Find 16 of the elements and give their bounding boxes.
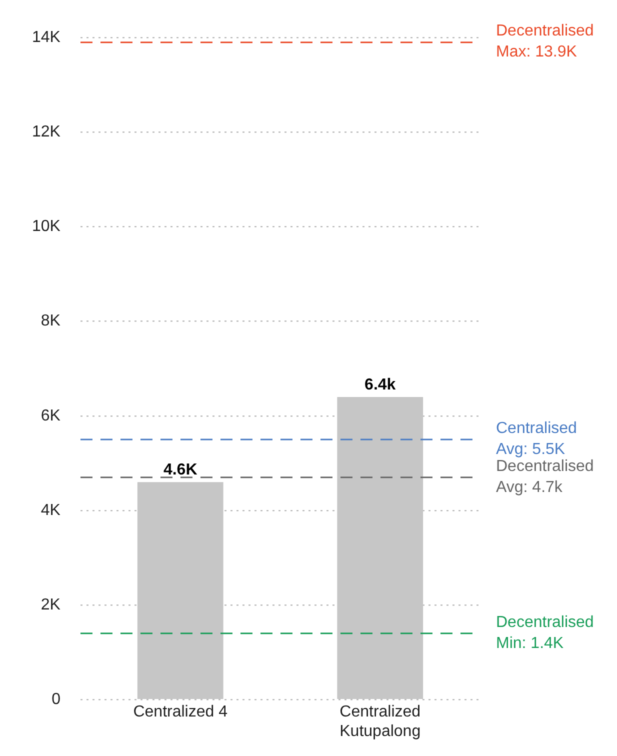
x-tick-label: Centralized Kutupalong bbox=[340, 704, 421, 740]
ref-line-label: Decentralised Min: 1.4K bbox=[496, 614, 594, 652]
ref-line-label: Decentralised Max: 13.9K bbox=[496, 22, 594, 61]
ref-line-label: Decentralised Avg: 4.7k bbox=[496, 458, 594, 496]
x-tick-label: Centralized 4 bbox=[133, 704, 228, 721]
data-label: 4.6K bbox=[163, 461, 198, 478]
y-tick-label: 0 bbox=[52, 691, 61, 708]
y-tick-label: 6K bbox=[40, 407, 61, 424]
y-tick-label: 12K bbox=[32, 124, 61, 141]
y-tick-label: 4K bbox=[40, 502, 61, 519]
y-tick-label: 10K bbox=[32, 218, 61, 236]
ref-line-label: Centralised Avg: 5.5K bbox=[496, 420, 577, 458]
y-tick-label: 14K bbox=[32, 29, 61, 46]
y-tick-label: 8K bbox=[40, 312, 61, 330]
y-tick-label: 2K bbox=[40, 596, 61, 614]
data-label: 6.4k bbox=[364, 376, 396, 394]
